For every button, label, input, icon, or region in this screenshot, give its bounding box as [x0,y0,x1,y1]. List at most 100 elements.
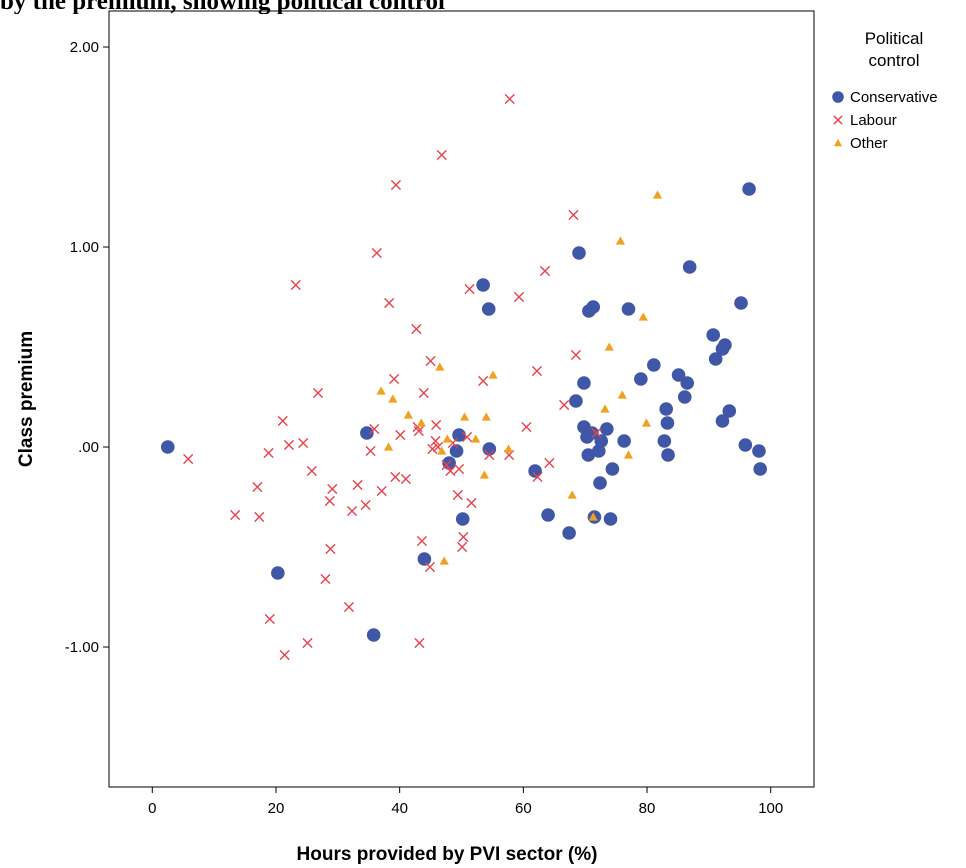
conservative-point [562,526,576,540]
labour-point [302,637,313,649]
conservative-point [682,260,697,274]
conservative-point [572,246,586,260]
other-point [488,370,498,379]
labour-point [395,429,406,441]
conservative-point [452,428,466,442]
labour-point [254,511,265,523]
other-point [567,490,577,499]
labour-point [390,179,402,191]
conservative-point [621,302,636,316]
labour-point [466,497,477,509]
conservative-point [449,444,464,458]
labour-point [346,505,358,517]
other-point [503,444,514,453]
other-point [435,362,445,371]
data-points [160,93,767,661]
conservative-point [366,628,381,642]
labour-point [425,355,436,367]
labour-point [457,541,468,553]
labour-point [320,573,331,585]
conservative-point [593,476,607,490]
other-point [416,418,426,427]
y-tick-label: 2.00 [70,39,99,56]
labour-point [263,447,274,459]
other-point [459,412,470,421]
labour-point [264,613,275,625]
labour-point [384,297,395,309]
conservative-point [528,464,542,478]
conservative-point [659,402,673,416]
conservative-point [661,448,675,462]
y-tick-label: 1.00 [70,239,99,256]
labour-point [388,373,400,385]
labour-point [183,453,194,465]
conservative-point [569,394,583,408]
conservative-point [706,328,720,342]
other-point [638,312,648,321]
plot-frame [108,10,815,788]
conservative-point [594,434,609,448]
labour-point [430,435,441,447]
conservative-point [271,566,285,580]
other-point [600,404,610,413]
conservative-point [722,404,737,418]
labour-point [343,601,355,613]
legend-label-other: Other [850,135,888,152]
legend-label-labour: Labour [850,112,897,129]
labour-point [453,463,465,475]
conservative-point [634,372,648,386]
x-tick-label: 20 [268,800,285,817]
conservative-point [600,422,614,436]
legend: Political control Conservative Labour Othe… [832,29,938,152]
labour-point [532,471,543,483]
labour-point [436,149,447,161]
other-point [471,434,481,443]
conservative-point [586,300,601,314]
y-axis-ticks: 2.00 1.00 .00 -1.00 [65,39,109,656]
labour-point [424,561,436,573]
labour-point [418,387,429,399]
other-point [437,446,447,455]
labour-point [279,649,290,661]
x-tick-label: 60 [515,800,532,817]
other-point [479,470,489,479]
other-point [388,394,398,403]
labour-point [252,481,263,493]
other-point [376,386,386,395]
labour-point [568,209,579,221]
y-tick-label: -1.00 [65,639,99,656]
other-point [439,556,449,565]
conservative-point [657,434,672,448]
conservative-point [577,376,591,390]
labour-point [411,323,422,335]
conservative-point [671,368,686,382]
conservative-point [455,512,470,526]
labour-point [352,479,363,491]
labour-point [416,535,428,547]
conservative-point [360,426,374,440]
labour-point [277,415,288,427]
labour-point [504,93,515,105]
other-point [617,390,627,399]
labour-point [376,485,387,497]
labour-point [312,387,324,399]
conservative-point [753,462,767,476]
labour-point [325,543,336,555]
conservative-point [708,352,723,366]
other-point [403,410,413,419]
x-axis-ticks: 0 20 40 60 80 100 [148,787,783,817]
labour-point [484,449,495,461]
conservative-point [734,296,748,310]
conservative-point [160,440,175,454]
labour-point [369,423,380,435]
labour-point [544,457,555,469]
other-point [615,236,626,245]
labour-point [290,279,301,291]
y-tick-label: .00 [78,439,99,456]
labour-point [452,489,463,501]
labour-point [458,531,469,543]
conservative-point [541,508,555,522]
conservative-point [585,426,599,440]
other-point [481,412,491,421]
